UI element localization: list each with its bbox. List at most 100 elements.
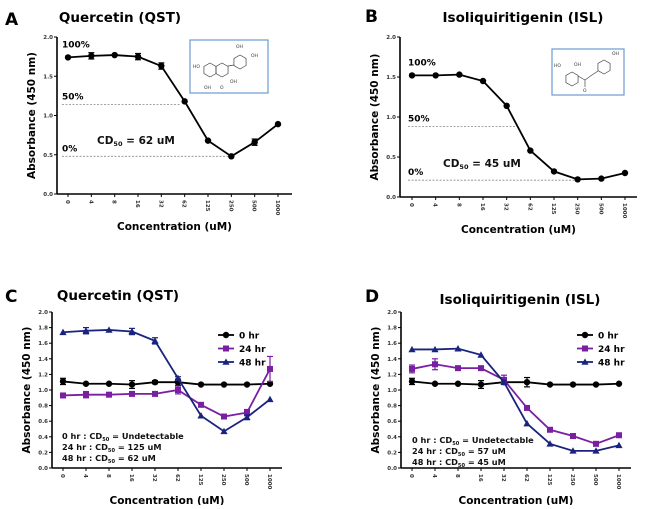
y-tick-label: 1.5 bbox=[386, 75, 396, 81]
data-point bbox=[546, 440, 554, 447]
y-tick-label: 0.0 bbox=[386, 195, 396, 201]
structure-label: OH bbox=[204, 85, 211, 91]
data-point bbox=[152, 390, 158, 397]
data-point bbox=[527, 147, 534, 154]
data-point bbox=[128, 327, 136, 335]
data-point bbox=[503, 102, 510, 110]
data-point bbox=[197, 381, 205, 388]
x-tick-label: 1000 bbox=[274, 200, 280, 215]
annotation-text: = 45 uM bbox=[468, 158, 520, 170]
cd50-annotation: 24 hr : CD50 = 125 uM bbox=[62, 442, 161, 454]
annotation-text: 0 hr : CD bbox=[62, 431, 102, 441]
y-tick-label: 0.6 bbox=[38, 419, 48, 425]
x-tick-label: 250 bbox=[227, 200, 233, 212]
legend-marker bbox=[581, 331, 589, 339]
data-point bbox=[220, 427, 228, 435]
annotation-text: 0 hr : CD bbox=[412, 435, 452, 445]
x-tick-label: 0 bbox=[408, 203, 414, 207]
y-axis-label: Absorbance (450 nm) bbox=[21, 327, 33, 454]
x-tick-label: 16 bbox=[128, 474, 134, 482]
y-tick-label: 1.8 bbox=[387, 326, 397, 332]
data-point bbox=[574, 176, 581, 183]
annotation-subscript: 50 bbox=[102, 437, 110, 443]
series-0-hr bbox=[59, 377, 274, 390]
series bbox=[408, 71, 629, 183]
x-tick-label: 125 bbox=[204, 200, 210, 212]
y-tick-label: 1.6 bbox=[38, 341, 48, 347]
data-point bbox=[523, 419, 531, 427]
data-point bbox=[408, 378, 416, 385]
data-point bbox=[59, 328, 67, 336]
structure-label: OH bbox=[230, 79, 237, 85]
y-tick-label: 0.8 bbox=[387, 404, 397, 410]
data-point bbox=[477, 381, 485, 388]
cd50-annotation: 48 hr : CD50 = 62 uM bbox=[62, 453, 156, 465]
series-line bbox=[62, 329, 271, 433]
legend-label: 48 hr bbox=[239, 359, 266, 369]
data-point bbox=[243, 381, 251, 388]
annotation-text: = Undetectable bbox=[109, 431, 184, 441]
x-tick-label: 62 bbox=[181, 200, 187, 208]
data-point bbox=[106, 391, 112, 398]
data-point bbox=[82, 327, 90, 334]
y-tick-label: 1.2 bbox=[387, 372, 397, 378]
chemical-structure-inset: OH OH HO OH OH O bbox=[189, 39, 269, 94]
data-point bbox=[60, 392, 66, 399]
x-tick-label: 4 bbox=[432, 203, 438, 207]
y-tick-label: 1.6 bbox=[387, 341, 397, 347]
y-tick-label: 0.4 bbox=[38, 435, 48, 441]
data-point bbox=[197, 412, 205, 419]
x-axis-label: Concentration (uM) bbox=[461, 224, 576, 236]
y-tick-label: 0.2 bbox=[387, 450, 397, 456]
panel-label: B bbox=[365, 7, 378, 27]
x-tick-label: 250 bbox=[574, 203, 580, 215]
reference-label: 100% bbox=[408, 58, 436, 68]
data-point bbox=[477, 351, 485, 358]
data-point bbox=[455, 365, 461, 372]
bond bbox=[577, 70, 599, 81]
series-24-hr bbox=[409, 358, 622, 447]
data-point bbox=[546, 381, 554, 388]
structure-label: HO bbox=[193, 64, 200, 70]
y-tick-label: 1.2 bbox=[38, 372, 48, 378]
x-tick-label: 16 bbox=[479, 203, 485, 211]
y-axis-label: Absorbance (450 nm) bbox=[26, 52, 38, 179]
x-axis-label: Concentration (uM) bbox=[459, 495, 574, 505]
y-axis-label: Absorbance (450 nm) bbox=[370, 327, 382, 454]
chemical-structure-inset: OH HO OH O bbox=[551, 48, 625, 96]
legend-label: 0 hr bbox=[598, 332, 619, 342]
data-point bbox=[432, 361, 438, 368]
data-point bbox=[523, 379, 531, 386]
y-tick-label: 1.4 bbox=[387, 357, 397, 363]
legend-marker bbox=[222, 331, 230, 339]
data-point bbox=[454, 380, 462, 387]
data-point bbox=[158, 62, 165, 70]
data-point bbox=[408, 72, 416, 79]
cd50-annotation: 0 hr : CD50 = Undetectable bbox=[412, 435, 534, 447]
legend-marker bbox=[223, 345, 229, 352]
data-point bbox=[251, 138, 258, 146]
annotation-subscript: 50 bbox=[113, 140, 123, 148]
annotation-text: = 45 uM bbox=[465, 457, 506, 467]
bond bbox=[227, 64, 235, 67]
x-tick-label: 32 bbox=[157, 200, 163, 208]
data-point bbox=[105, 380, 113, 387]
panel-b: B Isoliquiritigenin (ISL) 0.0 0.5 1.0 1.5 2.0 0… bbox=[365, 7, 637, 236]
reference-label: 100% bbox=[62, 40, 90, 50]
data-point bbox=[432, 72, 439, 79]
data-point bbox=[111, 51, 118, 59]
y-tick-label: 1.0 bbox=[38, 388, 48, 394]
data-point bbox=[592, 381, 600, 388]
x-tick-label: 0 bbox=[408, 474, 414, 478]
legend-label: 48 hr bbox=[598, 359, 625, 369]
annotation-text: CD bbox=[97, 135, 114, 147]
annotation-subscript: 50 bbox=[452, 441, 460, 447]
data-point bbox=[266, 395, 274, 403]
x-tick-label: 8 bbox=[455, 203, 461, 207]
data-point bbox=[88, 52, 95, 60]
data-point bbox=[621, 169, 629, 177]
x-tick-label: 125 bbox=[546, 474, 552, 486]
data-point bbox=[267, 365, 273, 372]
cd50-annotation: 24 hr : CD50 = 57 uM bbox=[412, 446, 506, 458]
